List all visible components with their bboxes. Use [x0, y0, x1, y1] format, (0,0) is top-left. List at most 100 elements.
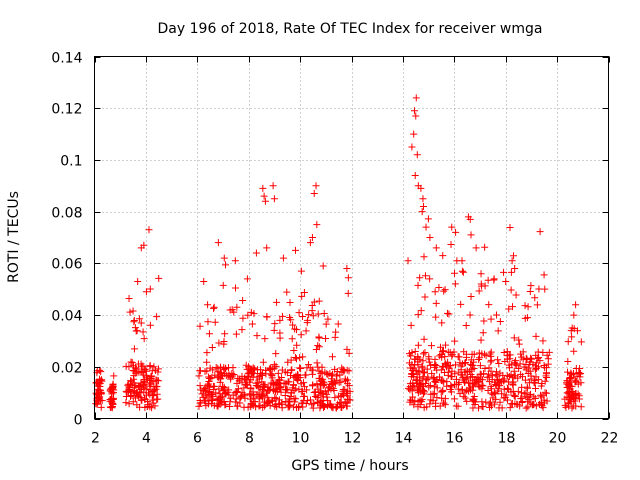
roti-point	[318, 363, 326, 371]
roti-point	[297, 380, 305, 388]
roti-point	[443, 309, 451, 317]
roti-point	[446, 348, 454, 356]
roti-point	[412, 112, 420, 120]
roti-point	[137, 396, 145, 404]
roti-point	[490, 275, 498, 283]
roti-point	[487, 352, 495, 360]
roti-point	[335, 378, 343, 386]
roti-point	[293, 375, 301, 383]
roti-point	[135, 393, 143, 401]
roti-point	[314, 398, 322, 406]
roti-point	[109, 380, 117, 388]
roti-point	[299, 353, 307, 361]
roti-point	[435, 283, 443, 291]
roti-point	[495, 404, 503, 412]
roti-point	[253, 332, 261, 340]
roti-point	[488, 385, 496, 393]
roti-point	[488, 372, 496, 380]
roti-point	[545, 348, 553, 356]
roti-point	[448, 367, 456, 375]
roti-point	[467, 371, 475, 379]
roti-point	[522, 366, 530, 374]
roti-point	[479, 329, 487, 337]
roti-point	[108, 397, 116, 405]
roti-point	[414, 403, 422, 411]
roti-point	[337, 399, 345, 407]
roti-point	[196, 399, 204, 407]
roti-point	[238, 372, 246, 380]
roti-point	[451, 337, 459, 345]
roti-point	[468, 350, 476, 358]
roti-point	[94, 382, 102, 390]
x-tick-label: 18	[498, 431, 516, 447]
roti-point	[426, 400, 434, 408]
roti-point	[506, 404, 514, 412]
roti-point	[286, 371, 294, 379]
roti-point	[127, 391, 135, 399]
roti-point	[337, 393, 345, 401]
roti-point	[315, 334, 323, 342]
roti-point	[448, 223, 456, 231]
roti-point	[294, 404, 302, 412]
roti-point	[427, 390, 435, 398]
roti-point	[309, 312, 317, 320]
roti-point	[510, 391, 518, 399]
roti-point	[276, 316, 284, 324]
roti-point	[512, 291, 520, 299]
roti-point	[153, 376, 161, 384]
roti-point	[521, 376, 529, 384]
roti-point	[503, 355, 511, 363]
roti-point	[492, 380, 500, 388]
roti-point	[454, 402, 462, 410]
roti-point	[340, 367, 348, 375]
roti-point	[216, 363, 224, 371]
roti-point	[431, 355, 439, 363]
roti-point	[153, 382, 161, 390]
roti-point	[457, 300, 465, 308]
roti-point	[232, 395, 240, 403]
roti-point	[302, 371, 310, 379]
roti-point	[422, 376, 430, 384]
roti-point	[485, 301, 493, 309]
roti-point	[447, 372, 455, 380]
roti-point	[126, 308, 134, 316]
roti-point	[417, 184, 425, 192]
roti-point	[140, 241, 148, 249]
roti-point	[205, 375, 213, 383]
roti-point	[518, 383, 526, 391]
roti-point	[438, 347, 446, 355]
roti-point	[219, 281, 227, 289]
roti-point	[315, 297, 323, 305]
roti-point	[520, 390, 528, 398]
roti-point	[260, 381, 268, 389]
roti-point	[225, 364, 233, 372]
roti-point	[427, 342, 435, 350]
roti-point	[299, 312, 307, 320]
gridlines	[94, 56, 609, 419]
roti-point	[407, 321, 415, 329]
roti-point	[438, 394, 446, 402]
roti-point	[531, 394, 539, 402]
roti-point	[537, 393, 545, 401]
roti-point	[462, 321, 470, 329]
roti-point	[200, 277, 208, 285]
roti-point	[439, 377, 447, 385]
roti-point	[572, 301, 580, 309]
roti-point	[214, 368, 222, 376]
roti-point	[108, 390, 116, 398]
roti-point	[266, 402, 274, 410]
roti-point	[468, 366, 476, 374]
roti-point	[568, 371, 576, 379]
roti-point	[522, 404, 530, 412]
roti-point	[489, 394, 497, 402]
roti-point	[287, 356, 295, 364]
roti-point	[252, 249, 260, 257]
roti-point	[576, 373, 584, 381]
roti-point	[494, 387, 502, 395]
roti-point	[308, 234, 316, 241]
roti-point	[287, 366, 295, 374]
roti-point	[477, 270, 485, 278]
roti-point	[524, 398, 532, 406]
roti-point	[310, 190, 318, 198]
roti-point	[460, 392, 468, 400]
